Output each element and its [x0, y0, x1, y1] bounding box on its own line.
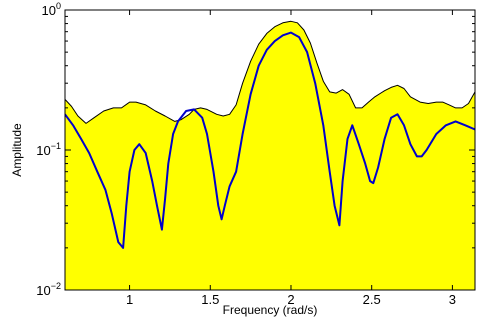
x-tick-label: 1: [126, 292, 133, 307]
x-tick-label: 2: [287, 292, 294, 307]
plot-area: [65, 20, 475, 290]
plot-frame: [64, 9, 476, 291]
x-tick-label: 1.5: [201, 292, 219, 307]
envelope-fill-area: [65, 21, 475, 290]
spectrum-line: [65, 31, 475, 249]
x-tick-label: 3: [449, 292, 456, 307]
y-tick-label: 10−1: [36, 141, 61, 158]
y-axis-label: Amplitude: [10, 123, 24, 177]
y-tick-label: 100: [42, 1, 61, 18]
x-tick-label: 2.5: [363, 292, 381, 307]
envelope-line: [65, 20, 475, 124]
y-tick-label: 10−2: [36, 281, 61, 298]
axis-ticks: 1 1.5 2 2.5 3 10−2 10−1 100: [36, 1, 475, 307]
x-axis-label: Frequency (rad/s): [223, 303, 318, 317]
